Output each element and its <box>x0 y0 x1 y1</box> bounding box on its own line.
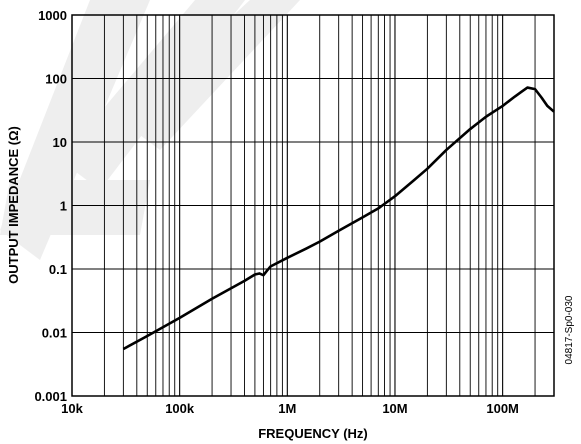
y-tick-label: 1000 <box>38 8 67 23</box>
x-tick-labels: 10k 100k 1M 10M 100M <box>61 401 519 416</box>
x-tick-label: 1M <box>278 401 296 416</box>
y-tick-label: 1 <box>60 199 67 214</box>
x-axis-title: FREQUENCY (Hz) <box>258 426 368 441</box>
y-tick-label: 0.001 <box>34 389 67 404</box>
plot-grid <box>72 15 554 396</box>
y-tick-label: 0.01 <box>42 326 67 341</box>
plot-frame <box>71 14 555 397</box>
figure-code: 04817-Sp0-030 <box>564 295 575 364</box>
y-tick-label: 0.1 <box>49 262 67 277</box>
series-line-output-impedance <box>122 86 555 351</box>
x-tick-label: 100k <box>165 401 195 416</box>
y-tick-label: 100 <box>45 72 67 87</box>
x-tick-label: 100M <box>486 401 519 416</box>
x-tick-label: 10M <box>382 401 407 416</box>
x-tick-label: 10k <box>61 401 83 416</box>
y-tick-label: 10 <box>53 135 67 150</box>
y-tick-labels: 0.001 0.01 0.1 1 10 100 1000 <box>34 8 67 404</box>
y-axis-title: OUTPUT IMPEDANCE (Ω) <box>6 126 21 284</box>
